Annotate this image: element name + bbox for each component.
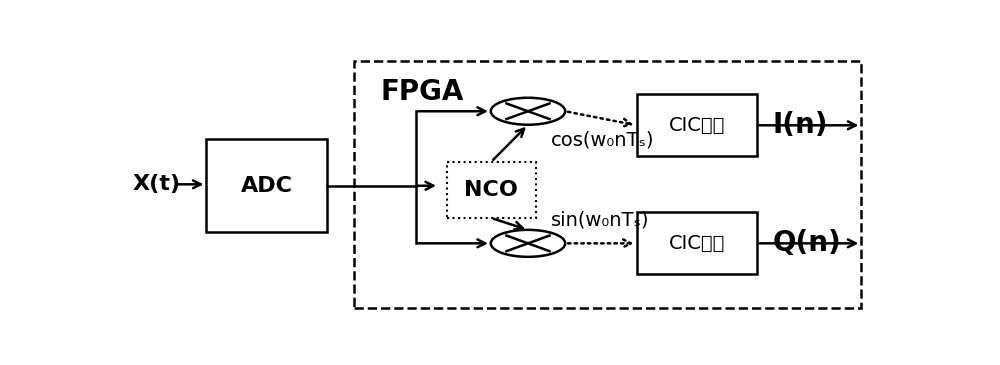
Text: sin(w₀nTₛ): sin(w₀nTₛ) xyxy=(551,210,650,229)
Text: cos(w₀nTₛ): cos(w₀nTₛ) xyxy=(551,131,655,150)
Text: FPGA: FPGA xyxy=(381,77,464,105)
Text: CIC抽取: CIC抽取 xyxy=(668,234,725,253)
Circle shape xyxy=(491,230,565,257)
Bar xyxy=(637,95,757,156)
Text: X(t): X(t) xyxy=(133,174,181,194)
Text: ADC: ADC xyxy=(240,176,292,196)
Bar xyxy=(637,212,757,274)
Bar xyxy=(354,61,861,308)
Text: CIC抽取: CIC抽取 xyxy=(668,116,725,135)
Text: Q(n): Q(n) xyxy=(772,229,841,257)
Bar xyxy=(206,139,326,232)
Bar xyxy=(447,162,536,218)
Text: I(n): I(n) xyxy=(772,111,828,139)
Circle shape xyxy=(491,98,565,125)
Text: NCO: NCO xyxy=(464,180,518,200)
